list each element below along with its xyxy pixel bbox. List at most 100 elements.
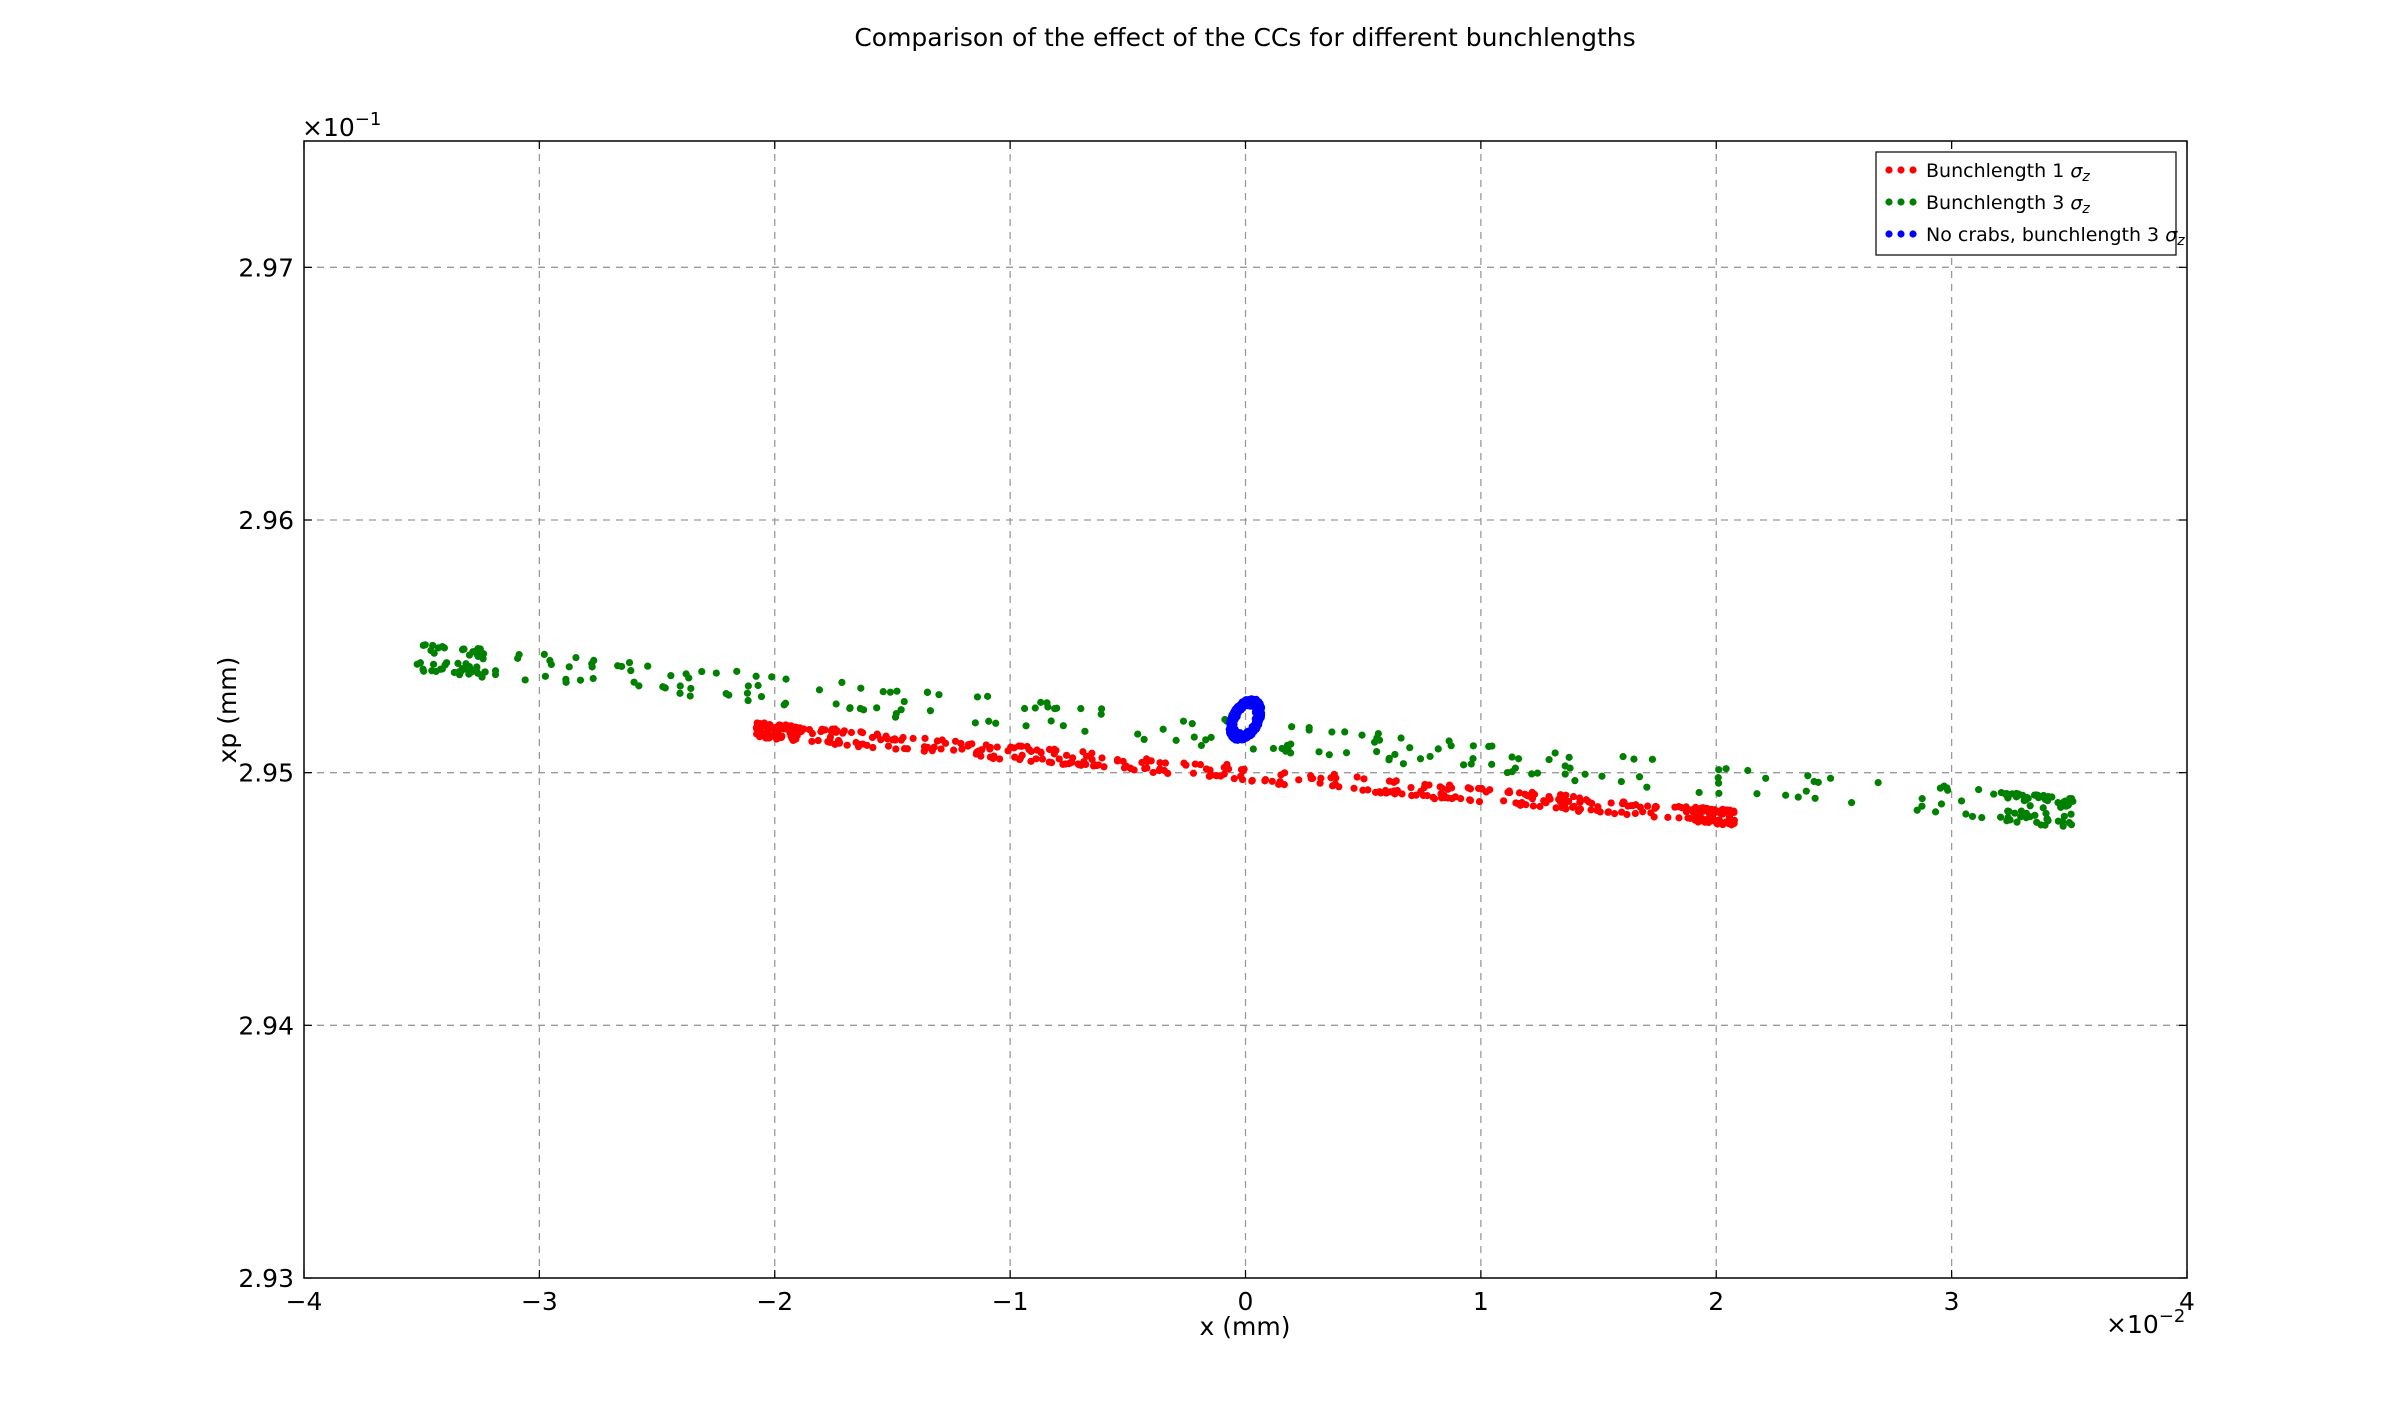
data-point <box>814 736 822 745</box>
data-point <box>1027 747 1035 756</box>
legend: Bunchlength 1 σz Bunchlength 3 σz No crabs… <box>1875 151 2185 256</box>
data-point <box>1709 809 1717 817</box>
svg-text:×10−1: ×10−1 <box>302 109 381 142</box>
data-point <box>1188 720 1196 728</box>
data-point <box>1488 742 1496 750</box>
data-point <box>1113 756 1122 764</box>
data-point <box>1295 776 1303 784</box>
data-point <box>832 700 840 708</box>
data-point <box>930 743 938 751</box>
data-point <box>743 689 752 697</box>
data-point <box>1390 778 1398 786</box>
data-point <box>821 726 829 734</box>
data-point <box>857 684 865 692</box>
data-point <box>1138 758 1146 767</box>
data-point <box>744 696 752 705</box>
data-point <box>1038 755 1047 763</box>
data-point <box>1408 791 1416 800</box>
data-point <box>1119 757 1127 765</box>
data-point <box>1627 802 1635 810</box>
data-point <box>614 662 622 670</box>
data-point <box>1474 784 1483 793</box>
data-point <box>974 747 983 755</box>
legend-marker <box>1885 166 1893 174</box>
data-point <box>1062 751 1071 759</box>
data-point <box>589 674 597 683</box>
data-point <box>1100 763 1108 771</box>
data-point <box>756 732 765 740</box>
data-point <box>858 729 867 737</box>
data-point <box>1229 725 1238 733</box>
data-series <box>413 641 2077 830</box>
y-tick-label: 2.96 <box>238 506 294 535</box>
data-point <box>1237 772 1245 780</box>
data-point <box>1015 742 1023 750</box>
data-point <box>1716 807 1724 815</box>
data-point <box>2039 804 2047 812</box>
data-point <box>1031 704 1039 712</box>
legend-marker <box>1909 166 1917 174</box>
data-point <box>1360 775 1368 783</box>
data-point <box>1155 767 1163 775</box>
data-point <box>754 681 762 690</box>
data-point <box>676 689 684 697</box>
data-point <box>464 666 472 674</box>
data-point <box>1097 710 1105 718</box>
data-point <box>1848 799 1856 807</box>
data-point <box>1918 802 1926 810</box>
data-point <box>1695 788 1703 797</box>
data-point <box>458 665 466 673</box>
data-point <box>1593 806 1601 814</box>
data-point <box>840 727 848 735</box>
data-point <box>1037 698 1045 706</box>
data-point <box>846 704 854 712</box>
data-point <box>2067 821 2076 829</box>
data-point <box>2034 791 2042 799</box>
data-point <box>1161 759 1169 767</box>
data-point <box>1650 813 1658 821</box>
data-point <box>2041 821 2049 829</box>
data-point <box>1134 730 1142 738</box>
data-point <box>1469 754 1477 763</box>
data-point <box>1559 795 1567 804</box>
data-point <box>1051 705 1059 713</box>
data-point <box>413 660 421 668</box>
data-point <box>1429 793 1437 801</box>
data-point <box>1419 791 1427 800</box>
data-point <box>1156 759 1164 767</box>
data-point <box>983 692 992 700</box>
data-point <box>782 721 790 729</box>
legend-item-1: Bunchlength 1 σz <box>1885 160 2090 185</box>
data-point <box>1202 736 1210 744</box>
data-point <box>1088 755 1096 764</box>
data-point <box>1261 775 1270 784</box>
data-point <box>1307 772 1315 780</box>
data-point <box>1561 770 1569 778</box>
data-point <box>1207 733 1215 741</box>
data-point <box>923 688 932 696</box>
data-point <box>698 667 706 676</box>
data-point <box>1280 769 1289 777</box>
data-point <box>1475 797 1484 806</box>
data-point <box>1918 795 1926 803</box>
legend-item-3: No crabs, bunchlength 3 σz <box>1885 224 2185 249</box>
data-point <box>2004 793 2012 802</box>
data-point <box>725 691 733 699</box>
data-point <box>1715 766 1723 774</box>
data-point <box>1182 761 1190 769</box>
data-point <box>1018 751 1026 759</box>
data-point <box>419 641 427 650</box>
data-point <box>1598 772 1606 780</box>
data-point <box>428 667 436 675</box>
data-point <box>1350 784 1358 792</box>
data-point <box>1569 803 1577 811</box>
data-point <box>1610 810 1619 818</box>
data-point <box>1231 714 1239 722</box>
data-point <box>491 667 500 675</box>
data-point <box>1585 798 1593 806</box>
data-point <box>1604 808 1613 816</box>
data-point <box>644 662 652 670</box>
data-point <box>1545 756 1553 764</box>
data-point <box>1045 745 1054 754</box>
data-point <box>1607 799 1615 807</box>
